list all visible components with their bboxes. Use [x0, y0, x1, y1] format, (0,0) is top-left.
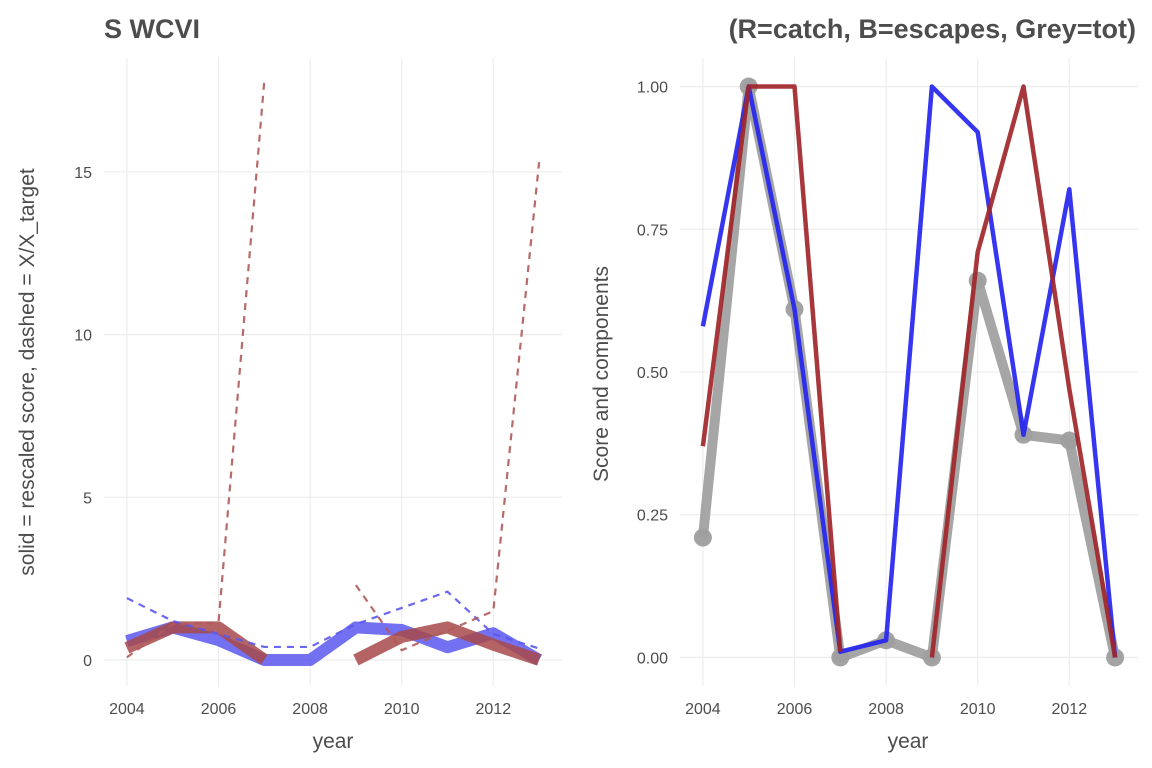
x-tick-label: 2008	[292, 701, 328, 718]
x-tick-label: 2012	[1052, 701, 1088, 718]
series-line	[353, 621, 542, 666]
left-title: S WCVI	[104, 14, 200, 44]
y-tick-label: 0.25	[637, 508, 668, 525]
left-series	[124, 80, 543, 666]
series-line	[929, 84, 1118, 658]
series-line	[700, 84, 1118, 658]
x-tick-label: 2010	[384, 701, 420, 718]
series-line	[700, 84, 843, 652]
y-tick-label: 1.00	[637, 80, 668, 97]
right-x-axis-label: year	[888, 730, 929, 753]
left-x-axis-label: year	[313, 730, 354, 753]
right-tick-labels: 2004 2006 2008 2010 2012 0.00 0.25 0.50 0.75 1.00	[637, 80, 1087, 718]
series-line	[124, 621, 268, 665]
series-point	[693, 528, 712, 547]
right-title: (R=catch, B=escapes, Grey=tot)	[729, 14, 1136, 44]
y-tick-label: 10	[74, 328, 92, 345]
left-gridlines	[104, 58, 562, 686]
x-tick-label: 2004	[109, 701, 145, 718]
x-tick-label: 2006	[777, 701, 813, 718]
left-y-axis-label: solid = rescaled score, dashed = X/X_tar…	[16, 168, 39, 576]
series-point	[1060, 431, 1079, 450]
series-point	[831, 648, 850, 667]
y-tick-label: 0.75	[637, 222, 668, 239]
x-tick-label: 2010	[960, 701, 996, 718]
series-line	[355, 162, 541, 652]
x-tick-label: 2012	[476, 701, 512, 718]
right-panel: (R=catch, B=escapes, Grey=tot) 2004 2006 2…	[590, 14, 1138, 753]
y-tick-label: 5	[83, 490, 92, 507]
y-tick-label: 0	[83, 653, 92, 670]
x-tick-label: 2004	[685, 701, 721, 718]
left-panel: S WCVI 2004 2006 2008 2010 2012 0 5 10 15 year s…	[16, 14, 562, 753]
left-tick-labels: 2004 2006 2008 2010 2012 0 5 10 15	[74, 165, 511, 718]
y-tick-label: 0.00	[637, 650, 668, 667]
series-point	[968, 271, 987, 290]
right-series	[693, 77, 1125, 667]
right-y-axis-label: Score and components	[590, 266, 613, 482]
x-tick-label: 2006	[201, 701, 237, 718]
y-tick-label: 15	[74, 165, 92, 182]
y-tick-label: 0.50	[637, 365, 668, 382]
x-tick-label: 2008	[868, 701, 904, 718]
series-line	[126, 80, 266, 659]
